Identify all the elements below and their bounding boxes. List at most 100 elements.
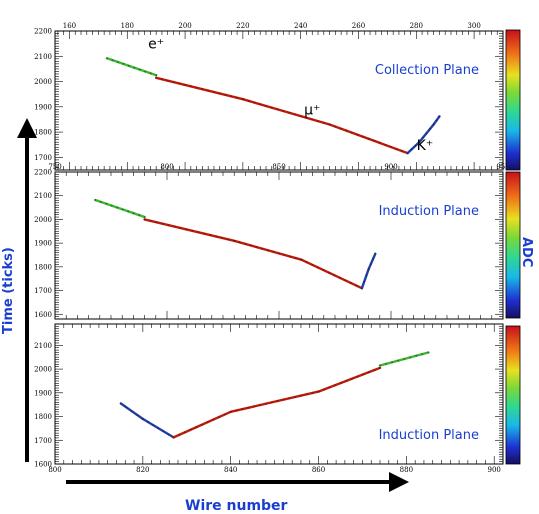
hit-marker [289, 255, 292, 258]
hit-marker [410, 148, 413, 151]
x-tick-label: 950 [496, 163, 509, 171]
hit-marker [144, 70, 147, 73]
hit-marker [367, 137, 370, 140]
hit-marker [152, 424, 155, 426]
hit-marker [229, 410, 232, 413]
x-axis-title: Wire number [185, 498, 288, 514]
hit-marker [166, 79, 169, 82]
hit-marker [127, 64, 130, 67]
hit-marker [276, 108, 279, 111]
particle-annotation: K⁺ [417, 138, 434, 154]
colorbar-bottom [505, 325, 521, 465]
hit-marker [147, 421, 149, 423]
hit-marker [345, 129, 348, 132]
hit-marker [236, 96, 239, 99]
y-tick-label: 1600 [34, 461, 52, 469]
x-tick-label: 820 [136, 466, 149, 474]
hit-marker [418, 141, 421, 144]
hit-marker [172, 81, 175, 83]
y-tick-label: 1800 [34, 413, 52, 421]
hit-marker [344, 279, 347, 282]
hit-marker [361, 287, 363, 290]
hit-marker [372, 258, 374, 260]
hit-marker [351, 131, 353, 134]
hit-marker [138, 68, 141, 71]
hit-marker [397, 359, 399, 362]
x-tick-label: 750 [48, 163, 61, 171]
y-tick-label: 2100 [34, 342, 52, 350]
x-tick-label: 180 [121, 22, 134, 30]
x-tick-label: 300 [467, 22, 480, 30]
y-tick-label: 1900 [34, 389, 52, 397]
hit-marker [224, 413, 226, 416]
x-tick-label: 880 [400, 466, 413, 474]
hit-marker [406, 152, 409, 155]
hit-marker [374, 252, 377, 255]
hit-marker [288, 397, 291, 400]
hit-marker [435, 119, 438, 122]
hit-marker [363, 281, 365, 283]
hit-marker [334, 384, 337, 387]
hit-marker [306, 261, 308, 264]
hit-marker [390, 146, 392, 148]
hit-marker [207, 89, 210, 92]
hit-marker [379, 364, 381, 367]
hit-marker [189, 85, 192, 88]
plane-label: Collection Plane [375, 63, 479, 78]
hit-marker [317, 266, 319, 269]
induction-plane-2-panel: 1600 1700 1800 1900 2000 2100 800 820 840 860 880 9… [34, 323, 504, 474]
y-axis-title: Time (ticks) [1, 247, 16, 334]
hit-marker [106, 57, 108, 60]
hit-marker [438, 115, 441, 118]
hit-marker [122, 63, 125, 65]
hit-marker [345, 379, 348, 382]
hit-marker [317, 390, 320, 393]
hit-marker [322, 269, 325, 271]
hit-marker [264, 402, 267, 405]
y-tick-label: 1800 [34, 129, 52, 137]
x-tick-label: 280 [410, 22, 423, 30]
y-tick-label: 2200 [34, 169, 52, 177]
hit-marker [339, 276, 341, 279]
hit-marker [167, 433, 170, 436]
x-axis-arrow-head [389, 472, 409, 492]
hit-marker [409, 356, 412, 359]
x-tick-label: 160 [63, 22, 76, 30]
x-tick-label: 200 [178, 22, 191, 30]
hit-marker [415, 354, 418, 357]
hit-marker [136, 414, 139, 416]
hit-marker [209, 234, 212, 237]
y-tick-label: 2100 [34, 53, 52, 61]
hit-marker [322, 121, 325, 124]
hit-marker [300, 394, 302, 397]
hit-marker [227, 238, 230, 241]
hit-marker [356, 375, 359, 378]
hit-marker [299, 115, 302, 117]
hit-marker [155, 76, 158, 79]
hit-marker [259, 103, 262, 106]
particle-annotation: e⁺ [148, 37, 164, 53]
hit-marker [355, 284, 358, 287]
hit-marker [278, 252, 280, 255]
hit-marker [365, 274, 368, 277]
track-segment-e-plus [94, 198, 146, 219]
hit-marker [323, 388, 325, 391]
hit-marker [378, 142, 381, 144]
x-tick-label: 260 [352, 22, 365, 30]
hit-marker [215, 235, 218, 238]
x-tick-label: 850 [272, 163, 285, 171]
y-tick-label: 1900 [34, 103, 52, 111]
hit-marker [133, 66, 136, 69]
y-tick-label: 1800 [34, 263, 52, 271]
particle-annotation: μ⁺ [304, 102, 320, 118]
y-tick-label: 2000 [34, 78, 52, 86]
y-tick-label: 1700 [34, 154, 52, 162]
hit-marker [362, 135, 364, 138]
hit-marker [334, 125, 337, 128]
hit-marker [305, 393, 308, 396]
hit-marker [379, 367, 381, 369]
hit-marker [125, 406, 128, 409]
hit-marker [311, 118, 314, 121]
